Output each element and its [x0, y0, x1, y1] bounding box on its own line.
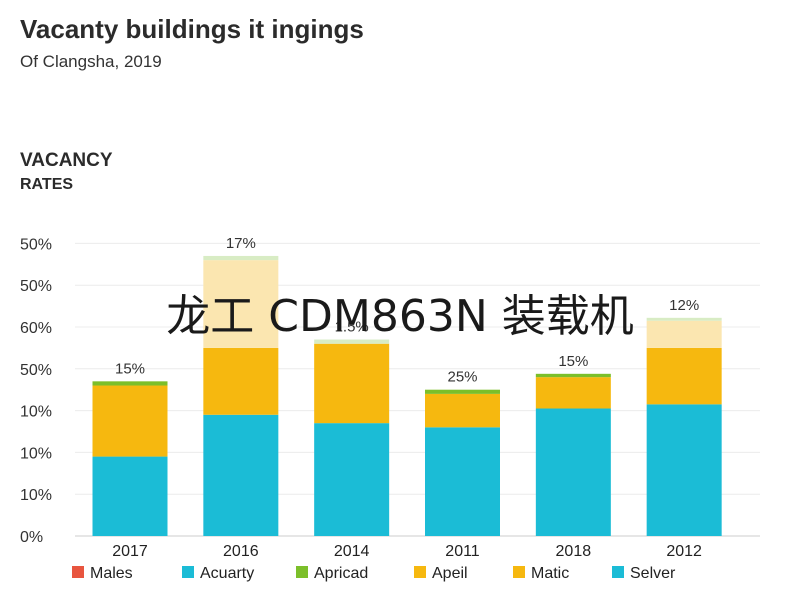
x-tick-label: 2016 — [223, 543, 259, 560]
bar-segment-middle — [203, 347, 279, 415]
bar-segment-base — [425, 427, 500, 536]
legend-swatch — [296, 566, 308, 578]
bar-segment-light — [203, 260, 279, 348]
vacancy-label: VACANCY — [20, 150, 113, 171]
bar-segment-middle — [535, 377, 611, 409]
bar-segment-base — [203, 414, 279, 536]
data-label: 15% — [558, 353, 588, 370]
data-label: 17% — [226, 235, 256, 252]
legend-label: Males — [90, 565, 133, 582]
bar-segment-base — [535, 408, 611, 536]
y-tick-label: 50% — [20, 362, 52, 379]
y-tick-label: 50% — [20, 278, 52, 295]
x-tick-label: 2014 — [334, 543, 370, 560]
legend-label: Apeil — [432, 565, 468, 582]
y-tick-label: 0% — [20, 529, 43, 546]
bar-segment-cap — [535, 373, 611, 378]
bar-segment-light — [646, 320, 722, 348]
y-tick-label: 10% — [20, 404, 52, 421]
legend-swatch — [72, 566, 84, 578]
legend-label: Apricad — [314, 565, 368, 582]
y-tick-label: 60% — [20, 320, 52, 337]
bar-segment-base — [92, 456, 168, 536]
data-label: 12% — [669, 297, 699, 314]
y-tick-label: 50% — [20, 236, 52, 253]
x-axis-ticks: 2017 2016 2014 2011 2018 2012 — [112, 543, 702, 560]
x-tick-label: 2018 — [556, 543, 592, 560]
legend-swatch — [414, 566, 426, 578]
legend-label: Acuarty — [200, 565, 254, 582]
data-labels: 15% 17% 1.5% 25% 15% 12% — [115, 235, 699, 386]
y-tick-label: 10% — [20, 487, 52, 504]
overlay-text: 龙工 CDM863N 装载机 — [166, 291, 634, 342]
data-label: 15% — [115, 360, 145, 377]
chart-title: Vacanty buildings it ingings — [20, 14, 364, 44]
y-tick-label: 10% — [20, 445, 52, 462]
rates-label: RATES — [20, 176, 74, 193]
bar-segment-middle — [646, 347, 722, 405]
y-axis-ticks: 0% 10% 10% 10% 50% 60% 50% 50% — [20, 236, 52, 546]
bars — [92, 255, 722, 536]
bar-segment-cap — [314, 339, 390, 344]
legend-swatch — [612, 566, 624, 578]
bar-segment-base — [314, 423, 390, 536]
legend-label: Matic — [531, 565, 569, 582]
data-label: 1.5% — [335, 319, 369, 336]
x-tick-label: 2017 — [112, 543, 148, 560]
x-tick-label: 2011 — [445, 543, 480, 560]
bar-segment-cap — [425, 389, 500, 394]
bar-segment-middle — [314, 343, 390, 424]
bar-segment-cap — [646, 317, 722, 321]
legend-swatch — [182, 566, 194, 578]
gridlines — [75, 242, 760, 537]
chart-subtitle: Of Clangsha, 2019 — [20, 52, 162, 71]
data-label: 25% — [447, 369, 477, 386]
x-tick-label: 2012 — [666, 543, 702, 560]
legend-label: Selver — [630, 565, 676, 582]
bar-segment-base — [646, 404, 722, 536]
legend: Males Acuarty Apricad Apeil Matic Selver — [72, 565, 676, 582]
bar-segment-cap — [203, 255, 279, 261]
bar-segment-cap — [92, 381, 168, 386]
bar-segment-middle — [92, 385, 168, 457]
legend-swatch — [513, 566, 525, 578]
bar-segment-middle — [425, 393, 500, 428]
